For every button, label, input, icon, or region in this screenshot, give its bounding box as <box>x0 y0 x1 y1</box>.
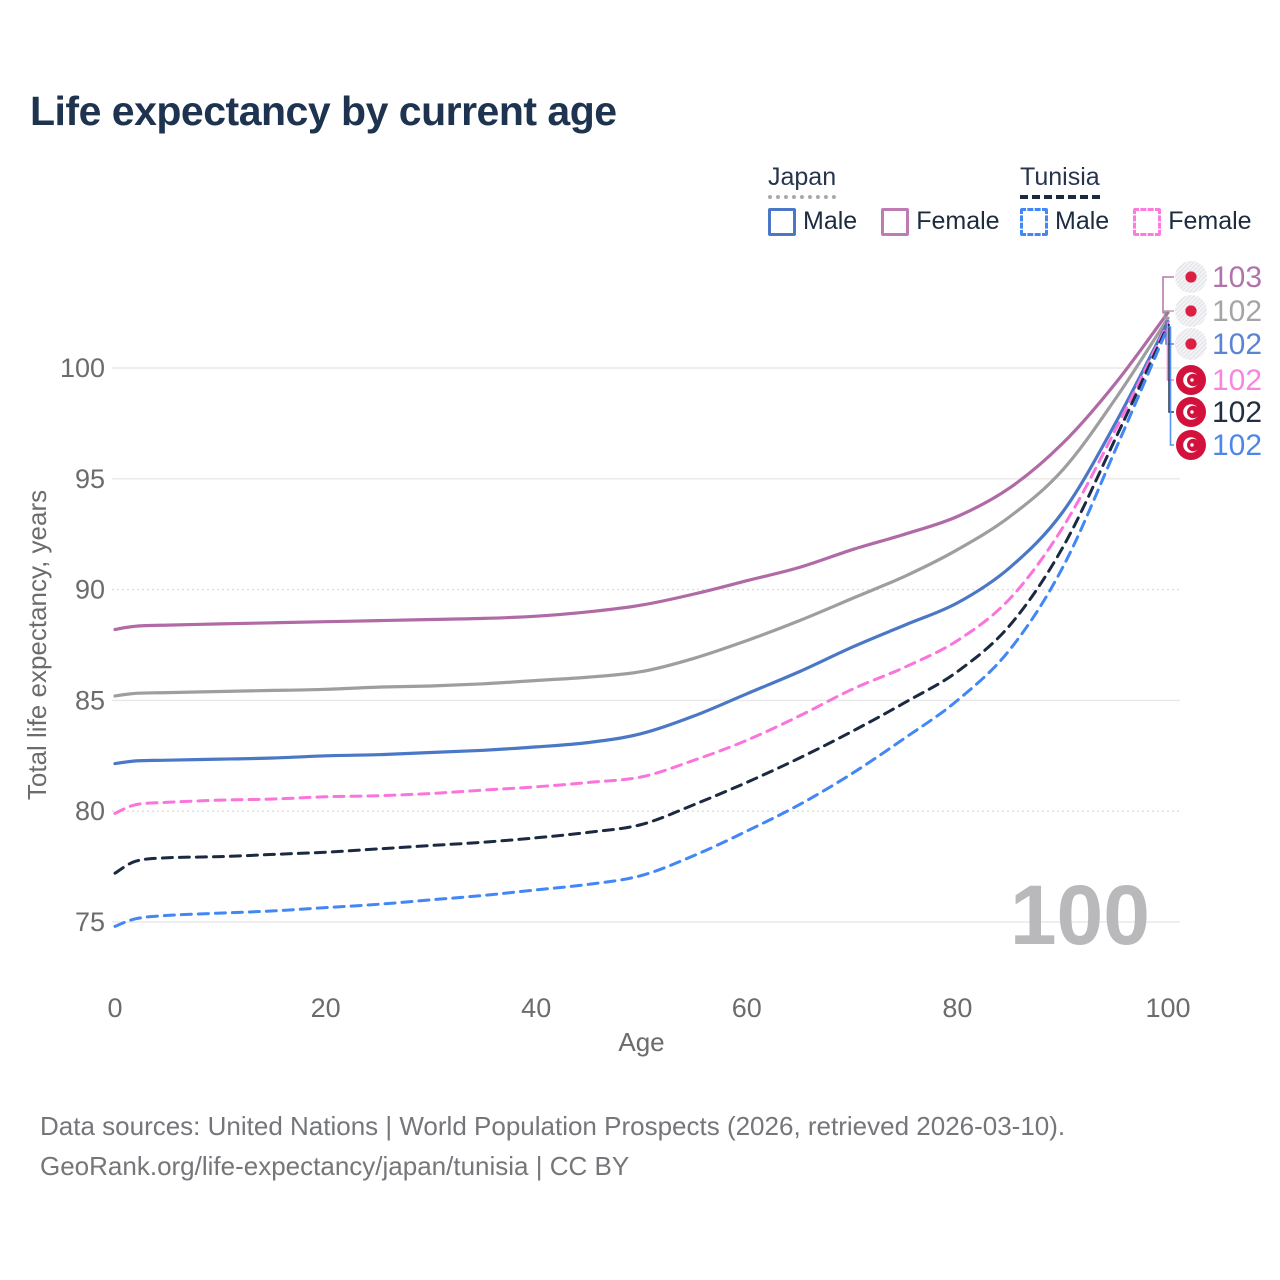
tunisia-flag-icon <box>1176 365 1206 395</box>
y-tick-80: 80 <box>75 796 105 826</box>
legend-group-japan: Japan Male Female <box>768 163 1024 236</box>
tunisia-flag-icon <box>1176 430 1206 460</box>
y-tick-90: 90 <box>75 575 105 605</box>
line-tunisia-male[interactable] <box>113 325 1170 928</box>
data-source-note: Data sources: United Nations | World Pop… <box>40 1106 1065 1186</box>
line-tunisia-both-sexes[interactable] <box>113 323 1170 875</box>
line-japan-both-sexes[interactable] <box>113 316 1170 698</box>
y-tick-100: 100 <box>60 353 105 383</box>
line-chart-canvas[interactable]: 75 80 85 90 95 100 0 20 40 60 80 100 Age Total life e… <box>0 0 1280 1080</box>
tunisia-flag-icon <box>1176 397 1206 427</box>
x-axis-title: Age <box>618 1027 664 1057</box>
x-tick-40: 40 <box>521 993 551 1023</box>
legend-label-tunisia-female: Female <box>1168 207 1252 235</box>
legend-label-japan-female: Female <box>916 207 1000 235</box>
y-axis-title: Total life expectancy, years <box>22 490 52 800</box>
line-japan-male[interactable] <box>113 319 1170 766</box>
japan-flag-icon <box>1175 261 1207 293</box>
legend-group-tunisia: Tunisia Male Female <box>1020 163 1276 236</box>
x-tick-80: 80 <box>942 993 972 1023</box>
leader-line-tunisia-both-sexes <box>1168 324 1174 413</box>
attribution-url-line: GeoRank.org/life-expectancy/japan/tunisi… <box>40 1151 630 1181</box>
japan-female-line-swatch-icon <box>881 207 910 236</box>
age-watermark: 100 <box>1010 868 1150 962</box>
japan-flag-icon <box>1175 328 1207 360</box>
y-tick-95: 95 <box>75 464 105 494</box>
legend-item-tunisia-female[interactable]: Female <box>1133 207 1252 236</box>
legend-items-tunisia: Male Female <box>1020 207 1276 236</box>
data-source-line: Data sources: United Nations | World Pop… <box>40 1111 1066 1141</box>
line-tunisia-female[interactable] <box>113 321 1170 815</box>
tunisia-female-line-swatch-icon <box>1133 207 1162 236</box>
tunisia-male-line-swatch-icon <box>1020 207 1048 236</box>
end-value-label-japan-male: 102 <box>1212 328 1262 361</box>
x-tick-100: 100 <box>1145 993 1190 1023</box>
leader-line-japan-both-sexes <box>1163 310 1174 319</box>
japan-flag-icon <box>1175 295 1207 327</box>
line-japan-female[interactable] <box>113 311 1170 632</box>
chart-legend: Japan Male Female Tunisia Male <box>0 163 1280 243</box>
leader-line-tunisia-male <box>1168 326 1174 446</box>
legend-item-tunisia-male[interactable]: Male <box>1020 207 1109 236</box>
end-value-label-tunisia-male: 102 <box>1212 429 1262 462</box>
x-tick-0: 0 <box>107 993 122 1023</box>
legend-label-japan-male: Male <box>803 207 858 235</box>
legend-items-japan: Male Female <box>768 207 1024 236</box>
japan-male-line-swatch-icon <box>768 207 796 236</box>
legend-label-tunisia-male: Male <box>1055 207 1110 235</box>
y-tick-85: 85 <box>75 685 105 715</box>
leader-line-japan-female <box>1162 276 1174 314</box>
end-value-label-japan-both-sexes: 102 <box>1212 295 1262 328</box>
x-tick-20: 20 <box>311 993 341 1023</box>
y-tick-75: 75 <box>75 907 105 937</box>
legend-item-japan-male[interactable]: Male <box>768 207 857 236</box>
end-value-label-tunisia-female: 102 <box>1212 364 1262 397</box>
x-tick-60: 60 <box>732 993 762 1023</box>
legend-country-tunisia[interactable]: Tunisia <box>1020 163 1100 199</box>
legend-item-japan-female[interactable]: Female <box>881 207 1000 236</box>
end-value-label-japan-female: 103 <box>1212 261 1262 294</box>
end-value-label-tunisia-both-sexes: 102 <box>1212 396 1262 429</box>
legend-country-japan[interactable]: Japan <box>768 163 837 199</box>
page-title: Life expectancy by current age <box>30 88 617 134</box>
